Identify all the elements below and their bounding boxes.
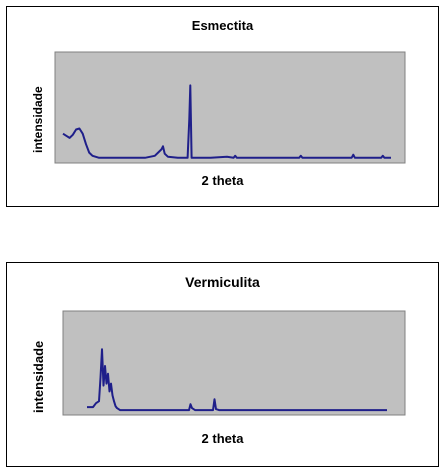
plot-svg (54, 51, 406, 164)
plot-area (54, 51, 406, 164)
chart-title: Esmectita (191, 18, 254, 33)
y-axis-label: intensidade (31, 86, 45, 153)
series-line-0 (62, 84, 391, 159)
chart-vermiculita: Vermiculita intensidade 2 theta (6, 262, 439, 467)
plot-svg (62, 310, 406, 416)
chart-title: Vermiculita (185, 274, 260, 290)
series-line-0 (87, 348, 387, 412)
x-axis-label: 2 theta (201, 173, 244, 188)
chart-esmectita: Esmectita intensidade 2 theta (6, 6, 439, 207)
y-axis-label: intensidade (31, 340, 46, 413)
x-axis-label: 2 theta (201, 431, 244, 446)
plot-area (62, 310, 406, 416)
